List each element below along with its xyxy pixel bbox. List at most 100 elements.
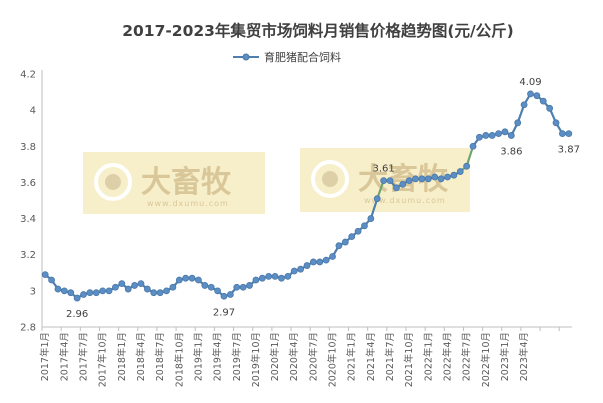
data-label: 4.09 xyxy=(519,77,541,88)
data-point xyxy=(137,280,145,288)
data-point xyxy=(239,283,247,291)
legend: 育肥猪配合饲料 xyxy=(233,50,341,64)
watermark-logo-inner xyxy=(105,174,121,190)
y-tick-label: 3.2 xyxy=(20,250,36,261)
data-point xyxy=(290,267,298,275)
legend-label: 育肥猪配合饲料 xyxy=(264,50,341,64)
data-point xyxy=(527,90,534,98)
watermark: 大畜牧 www.dxumu.com xyxy=(83,152,265,214)
data-point xyxy=(450,171,458,179)
data-point xyxy=(316,258,324,266)
watermark-logo-inner xyxy=(322,171,338,187)
data-point xyxy=(284,272,292,280)
data-label: 3.87 xyxy=(558,145,580,156)
data-point xyxy=(539,97,547,105)
x-tick-label: 2020年7月 xyxy=(307,332,319,381)
x-tick-label: 2019年4月 xyxy=(212,332,224,381)
x-tick-label: 2018年4月 xyxy=(135,332,147,381)
x-tick-label: 2021年7月 xyxy=(384,332,396,381)
x-tick-label: 2019年1月 xyxy=(192,332,204,381)
axes xyxy=(41,70,572,331)
y-tick-label: 4 xyxy=(30,106,36,117)
data-point xyxy=(335,242,343,250)
data-point xyxy=(507,132,515,139)
data-point xyxy=(252,276,260,284)
data-point xyxy=(112,283,119,291)
series-line-segment xyxy=(465,145,475,168)
data-point xyxy=(348,233,356,241)
data-point xyxy=(444,173,451,181)
data-label: 2.96 xyxy=(66,309,88,320)
x-tick-label: 2018年7月 xyxy=(154,332,166,381)
data-point xyxy=(469,142,477,150)
data-point xyxy=(412,175,419,183)
data-point xyxy=(482,132,490,139)
data-point xyxy=(501,128,509,136)
watermark-url: www.dxumu.com xyxy=(147,199,229,208)
data-point xyxy=(399,180,407,188)
x-tick-label: 2022年10月 xyxy=(480,332,492,387)
data-point xyxy=(405,177,413,185)
data-point xyxy=(143,285,151,293)
x-axis-tick-labels: 2017年1月 2017年4月 2017年7月 2017年10月 2018年1月 2018… xyxy=(39,332,530,387)
x-tick-label: 2023年4月 xyxy=(518,332,530,381)
data-point xyxy=(354,227,362,235)
x-tick-label: 2019年10月 xyxy=(250,332,262,387)
legend-marker-swatch xyxy=(242,53,250,61)
data-point xyxy=(73,294,81,302)
x-tick-label: 2017年4月 xyxy=(58,332,70,381)
data-point xyxy=(495,130,502,138)
data-point xyxy=(565,130,573,138)
data-point xyxy=(105,287,113,295)
data-point xyxy=(150,289,158,297)
data-point xyxy=(546,104,554,112)
y-tick-label: 3.6 xyxy=(20,178,36,189)
data-point xyxy=(552,119,560,127)
data-point xyxy=(456,168,464,175)
y-tick-label: 4.2 xyxy=(20,70,36,81)
data-point xyxy=(86,289,94,297)
series-points xyxy=(41,90,573,302)
x-tick-label: 2023年1月 xyxy=(499,332,511,381)
data-point xyxy=(533,92,541,100)
data-point xyxy=(258,274,266,282)
data-label: 3.61 xyxy=(372,164,394,175)
data-point xyxy=(182,274,190,282)
x-tick-label: 2020年1月 xyxy=(269,332,281,381)
data-point xyxy=(559,130,566,138)
data-labels: 2.96 2.97 3.61 4.09 3.86 3.87 xyxy=(66,77,580,320)
chart-title: 2017-2023年集贸市场饲料月销售价格趋势图(元/公斤) xyxy=(122,21,514,40)
data-point xyxy=(373,195,381,203)
data-point xyxy=(418,175,426,183)
data-point xyxy=(201,282,209,289)
data-point xyxy=(309,258,317,266)
data-point xyxy=(67,289,75,297)
data-point xyxy=(386,177,394,185)
data-point xyxy=(156,289,164,297)
data-point xyxy=(424,175,432,183)
x-tick-label: 2021年10月 xyxy=(403,332,415,387)
data-point xyxy=(163,287,170,295)
data-point xyxy=(278,274,285,282)
data-point xyxy=(188,274,196,282)
x-tick-label: 2022年1月 xyxy=(422,332,434,381)
data-point xyxy=(488,132,496,139)
data-point xyxy=(195,276,202,284)
data-point xyxy=(265,272,273,280)
watermark-logo-icon xyxy=(311,160,349,198)
data-point xyxy=(380,177,388,185)
x-tick-label: 2019年7月 xyxy=(231,332,243,381)
data-label: 2.97 xyxy=(213,307,235,318)
data-point xyxy=(214,287,222,295)
data-point xyxy=(92,289,100,297)
data-point xyxy=(322,256,330,264)
data-point xyxy=(124,285,132,293)
data-point xyxy=(48,276,55,284)
data-point xyxy=(437,175,445,183)
y-axis-tick-labels: 2.8 3 3.2 3.4 3.6 3.8 4 4.2 xyxy=(20,70,36,334)
data-point xyxy=(175,276,183,284)
data-point xyxy=(118,280,126,288)
x-tick-label: 2021年1月 xyxy=(346,332,358,381)
y-tick-label: 3.8 xyxy=(20,142,36,153)
x-tick-label: 2017年10月 xyxy=(97,332,109,387)
